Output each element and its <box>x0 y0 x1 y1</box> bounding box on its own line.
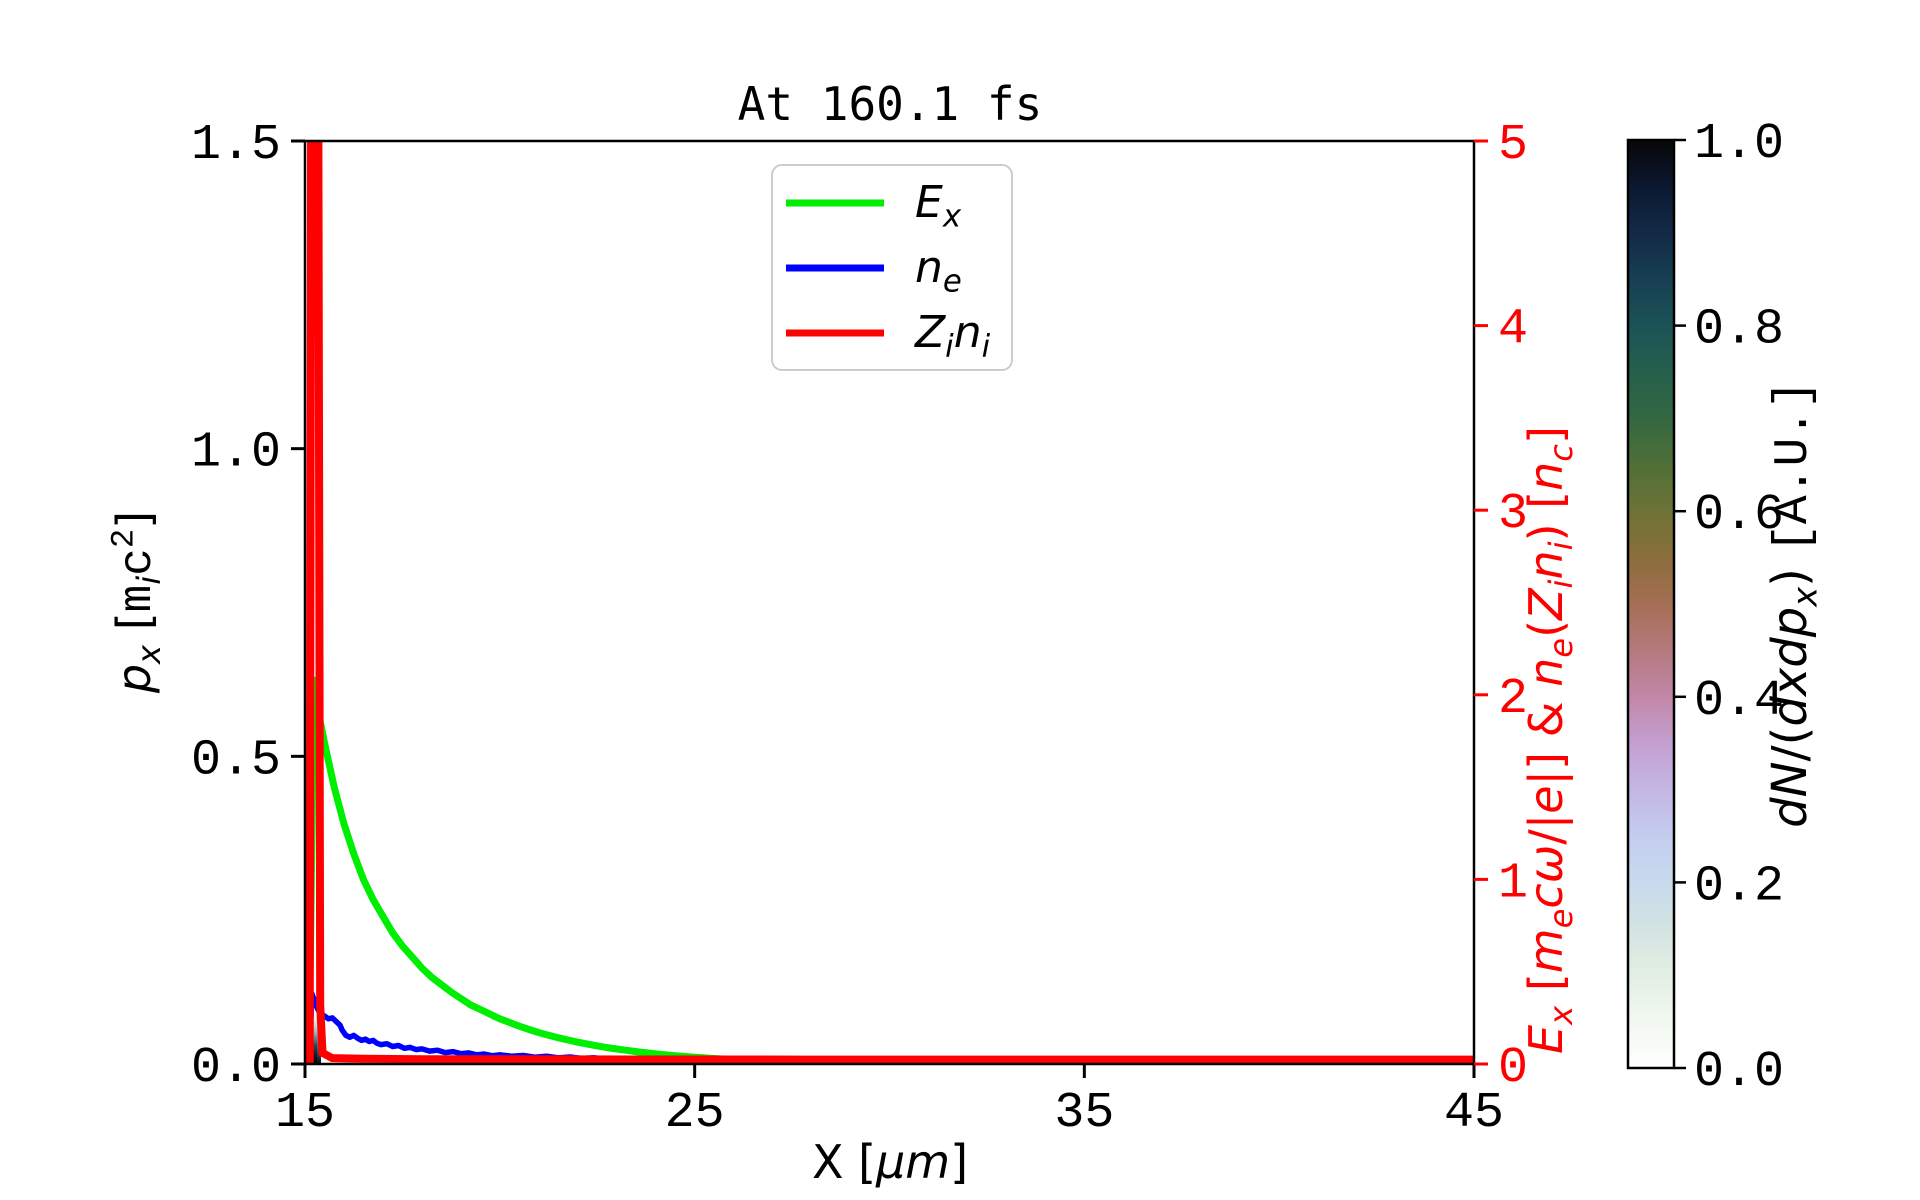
x-tick-label: 25 <box>665 1085 725 1142</box>
y-left-tick-label: 0.0 <box>191 1040 281 1097</box>
legend-frame <box>771 164 1013 371</box>
y-left-tick-label: 1.5 <box>191 117 281 174</box>
legend-label-ex: Ex <box>915 177 962 235</box>
legend: Ex ne Zini <box>771 164 1013 371</box>
colorbar: 0.0 0.2 0.4 0.6 0.8 1.0 <box>1626 116 1784 1101</box>
colorbar-gradient <box>1626 138 1676 1070</box>
colorbar-tick-label: 0.8 <box>1694 302 1784 359</box>
y-right-tick-label: 1 <box>1498 855 1528 912</box>
y-axis-label-left: px [mic2] <box>106 511 169 694</box>
y-right-tick-label: 4 <box>1498 302 1528 359</box>
x-tick-label: 35 <box>1054 1085 1114 1142</box>
colorbar-tick-label: 0.6 <box>1694 487 1784 544</box>
curve-zini <box>305 141 1474 1064</box>
colorbar-tick-label: 1.0 <box>1694 116 1784 173</box>
colorbar-tick-label: 0.0 <box>1694 1044 1784 1101</box>
y-left-tick-label: 1.0 <box>191 425 281 482</box>
y-axis-label-right: Ex [mecω/|e|] & ne(Zini) [nc] <box>1519 426 1580 1054</box>
colorbar-label: dN/(dxdpx) [A.U.] <box>1762 380 1825 828</box>
plot-border <box>303 139 1476 1066</box>
colorbar-tick-label: 0.2 <box>1694 858 1784 915</box>
colorbar-tick-label: 0.4 <box>1694 673 1784 730</box>
x-tick-label: 45 <box>1444 1085 1504 1142</box>
curve-ex <box>305 676 1474 1064</box>
y-right-tick-label: 2 <box>1498 671 1528 728</box>
y-left-tick-label: 0.5 <box>191 732 281 789</box>
x-tick-label: 15 <box>275 1085 335 1142</box>
y-right-tick-label: 0 <box>1498 1040 1528 1097</box>
legend-label-ne: ne <box>915 242 962 300</box>
y-right-tick-label: 3 <box>1498 486 1528 543</box>
y-right-tick-label: 5 <box>1498 117 1528 174</box>
legend-label-zini: Zini <box>914 307 991 365</box>
chart-title: At 160.1 fs <box>738 77 1043 131</box>
curve-ne <box>305 991 1474 1064</box>
data-curves <box>305 141 1474 1064</box>
x-axis-label: X [μm] <box>812 1135 968 1189</box>
